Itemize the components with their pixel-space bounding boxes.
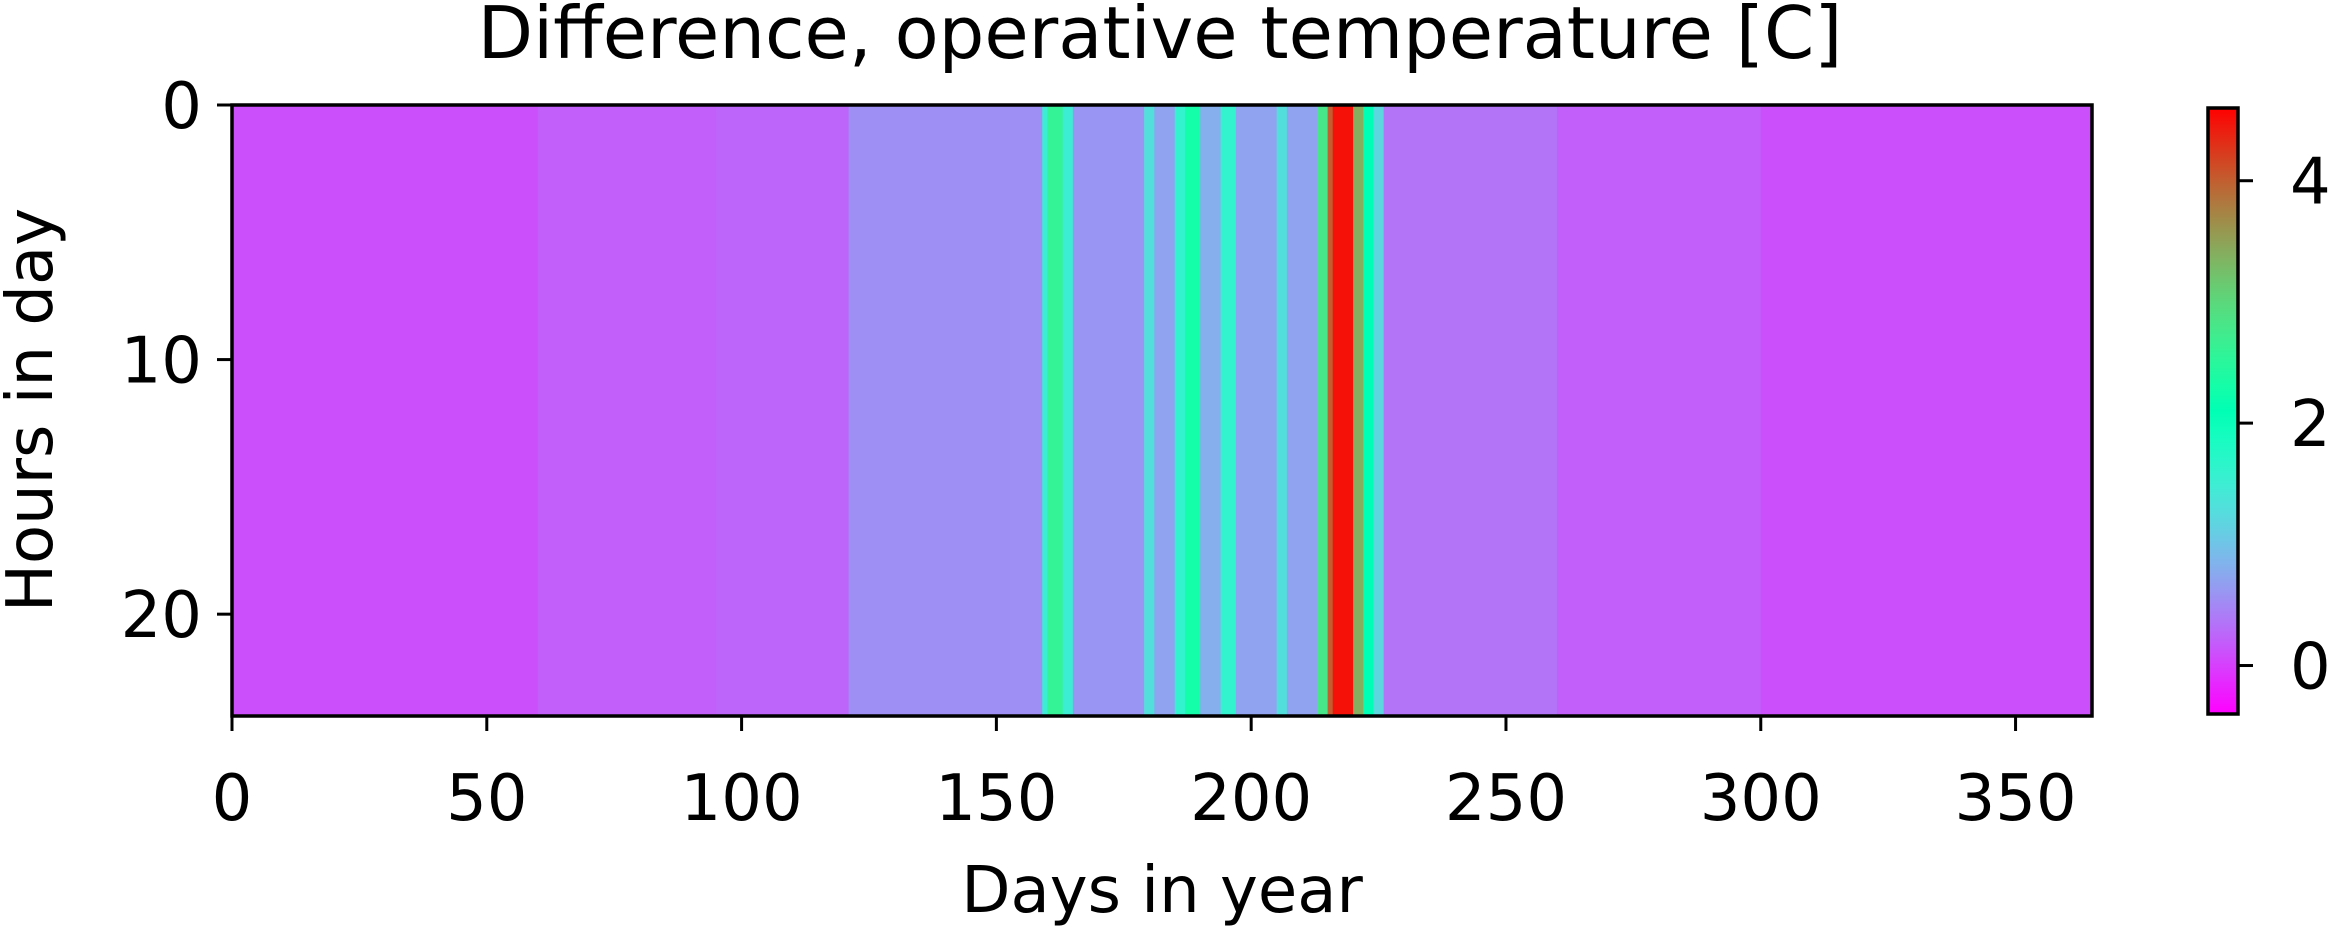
heatmap-band-7: [1072, 105, 1145, 716]
heatmap-band-18: [1327, 105, 1334, 716]
heatmap-band-2: [716, 105, 850, 716]
heatmap-band-21: [1363, 105, 1375, 716]
heatmap-band-5: [1047, 105, 1064, 716]
heatmap-band-12: [1200, 105, 1222, 716]
heatmap-band-17: [1317, 105, 1329, 716]
heatmap-band-13: [1220, 105, 1237, 716]
heatmap-band-15: [1276, 105, 1288, 716]
heatmap-band-3: [848, 105, 1043, 716]
colorbar-ticks: 0 2 4: [2238, 146, 2330, 705]
heatmap-band-20: [1353, 105, 1364, 716]
y-tick-label: 10: [121, 325, 202, 399]
heatmap-band-10: [1174, 105, 1186, 716]
heatmap-band-22: [1373, 105, 1385, 716]
x-tick-label: 0: [212, 762, 253, 836]
x-axis-ticks: 0 50 100 150 200 250 300 350: [212, 716, 2077, 836]
colorbar-frame: [2206, 106, 2240, 716]
y-tick-label: 0: [161, 70, 202, 144]
heatmap-cells: [232, 105, 2093, 716]
y-tick-label: 20: [121, 579, 202, 653]
heatmap-band-1: [537, 105, 717, 716]
y-axis-label: Hours in day: [0, 208, 68, 612]
plot-frame: [230, 103, 2094, 718]
x-tick-label: 150: [935, 762, 1057, 836]
x-tick-label: 300: [1700, 762, 1822, 836]
x-tick-label: 250: [1445, 762, 1567, 836]
heatmap-band-24: [1556, 105, 1762, 716]
heatmap-band-19: [1332, 105, 1354, 716]
x-tick-label: 50: [446, 762, 527, 836]
heatmap-band-25: [1760, 105, 2093, 716]
x-axis-label: Days in year: [961, 854, 1363, 927]
x-tick-label: 100: [681, 762, 803, 836]
heatmap-band-14: [1235, 105, 1278, 716]
heatmap-band-8: [1144, 105, 1155, 716]
heatmap-band-0: [232, 105, 539, 716]
heatmap-band-6: [1062, 105, 1074, 716]
y-axis-ticks: 0 10 20: [121, 70, 232, 653]
heatmap-band-16: [1286, 105, 1319, 716]
heatmap-band-11: [1184, 105, 1201, 716]
heatmap-band-23: [1383, 105, 1558, 716]
heatmap-band-9: [1154, 105, 1176, 716]
colorbar: [2208, 108, 2238, 714]
colorbar-tick-label: 4: [2290, 146, 2330, 220]
x-tick-label: 350: [1954, 762, 2076, 836]
colorbar-tick-label: 2: [2290, 388, 2330, 462]
colorbar-tick-label: 0: [2290, 631, 2330, 705]
heatmap-band-4: [1042, 105, 1048, 716]
chart-title: Difference, operative temperature [C]: [478, 0, 1843, 75]
x-tick-label: 200: [1190, 762, 1312, 836]
